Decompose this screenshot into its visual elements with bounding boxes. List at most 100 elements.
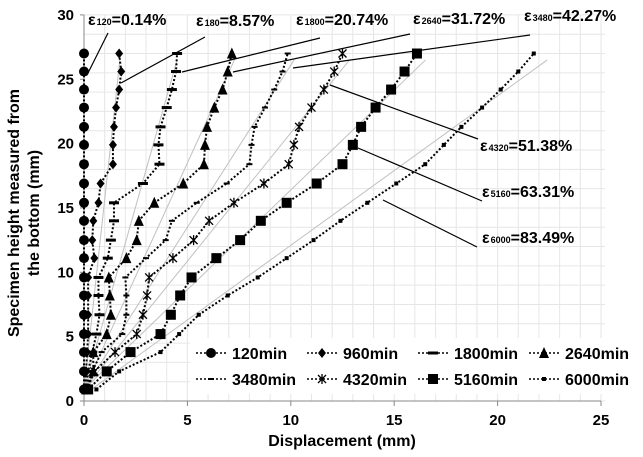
marker-diamond bbox=[84, 329, 93, 340]
marker-square bbox=[386, 84, 397, 95]
marker-asterisk bbox=[189, 235, 199, 246]
marker-diamond bbox=[89, 215, 98, 226]
marker-diamond bbox=[83, 347, 92, 358]
marker-small-dash bbox=[261, 106, 268, 109]
marker-dot bbox=[394, 181, 399, 186]
marker-small-dash bbox=[223, 182, 230, 185]
marker-dot bbox=[338, 218, 343, 223]
legend-label: 1800min bbox=[454, 346, 518, 363]
marker-dot bbox=[542, 377, 546, 381]
strain-value: =8.57% bbox=[220, 13, 275, 30]
marker-asterisk bbox=[204, 215, 214, 226]
marker-diamond bbox=[109, 121, 118, 132]
epsilon-symbol: ε bbox=[482, 184, 490, 201]
marker-dash bbox=[94, 313, 105, 317]
marker-square bbox=[186, 272, 197, 283]
annotation-180: ε180=8.57% bbox=[120, 13, 275, 84]
marker-dot bbox=[225, 293, 230, 298]
y-tick-label: 25 bbox=[57, 71, 74, 88]
marker-asterisk bbox=[329, 66, 339, 77]
marker-circle bbox=[79, 235, 89, 246]
marker-dot bbox=[284, 256, 289, 261]
y-tick-label: 20 bbox=[57, 136, 74, 153]
x-tick-label: 20 bbox=[489, 412, 506, 429]
marker-dash bbox=[171, 70, 182, 74]
leader-line bbox=[329, 84, 479, 140]
marker-dot bbox=[158, 350, 163, 355]
legend-label: 4320min bbox=[343, 372, 407, 389]
marker-diamond bbox=[84, 272, 93, 283]
marker-dot bbox=[365, 200, 370, 205]
epsilon-symbol: ε bbox=[296, 12, 304, 29]
legend-item-5160min: 5160min bbox=[418, 372, 518, 389]
y-tick-label: 30 bbox=[57, 7, 74, 24]
marker-diamond bbox=[84, 309, 93, 320]
series-6000min bbox=[94, 51, 536, 392]
marker-circle bbox=[79, 253, 89, 264]
marker-asterisk bbox=[144, 272, 154, 283]
marker-diamond bbox=[112, 102, 121, 113]
marker-triangle bbox=[101, 328, 112, 340]
marker-triangle bbox=[133, 214, 144, 226]
marker-dot bbox=[311, 238, 316, 243]
marker-square bbox=[311, 178, 322, 189]
marker-dot bbox=[531, 51, 536, 56]
marker-dash bbox=[91, 332, 102, 336]
marker-dash bbox=[105, 238, 116, 242]
marker-triangle bbox=[217, 83, 228, 95]
trend-line bbox=[83, 59, 178, 390]
legend: 120min 960min 1800min 2640min 3480min 4320min… bbox=[190, 338, 636, 394]
leader-line bbox=[87, 32, 109, 74]
marker-small-dash bbox=[162, 239, 169, 242]
leader-line bbox=[292, 34, 531, 69]
marker-triangle bbox=[88, 346, 99, 358]
strain-time-subscript: 1800 bbox=[305, 17, 325, 27]
strain-value: =42.27% bbox=[553, 8, 617, 25]
marker-asterisk bbox=[289, 139, 299, 150]
y-axis-label: Specimen height measured from the bottom… bbox=[6, 89, 43, 337]
trend-line bbox=[83, 59, 295, 390]
annotation-3480: ε3480=42.27% bbox=[292, 8, 617, 69]
legend-item-2640min: 2640min bbox=[529, 346, 629, 363]
series-group bbox=[79, 47, 536, 395]
strain-label: ε6000=83.49% bbox=[482, 230, 574, 247]
x-tick-label: 5 bbox=[183, 412, 191, 429]
marker-dash bbox=[102, 256, 113, 260]
marker-small-dash bbox=[279, 70, 286, 73]
marker-square bbox=[281, 197, 292, 208]
marker-triangle bbox=[539, 347, 549, 358]
marker-dash bbox=[108, 219, 119, 223]
annotation-6000: ε6000=83.49% bbox=[382, 199, 574, 248]
marker-diamond bbox=[90, 253, 99, 264]
epsilon-symbol: ε bbox=[524, 8, 532, 25]
annotations: ε120=0.14% ε180=8.57% ε1800=20.74% ε2640=31… bbox=[87, 8, 617, 248]
marker-circle bbox=[79, 66, 89, 77]
marker-circle bbox=[79, 159, 89, 170]
marker-triangle bbox=[198, 158, 209, 170]
legend-item-4320min: 4320min bbox=[307, 372, 407, 389]
marker-square bbox=[125, 347, 136, 358]
legend-label: 120min bbox=[232, 346, 287, 363]
marker-circle bbox=[79, 215, 89, 226]
marker-diamond bbox=[108, 159, 117, 170]
marker-small-dash bbox=[208, 378, 214, 380]
marker-asterisk bbox=[294, 121, 304, 132]
marker-triangle bbox=[209, 101, 220, 113]
strain-label: ε4320=51.38% bbox=[480, 138, 572, 155]
leader-line bbox=[120, 36, 206, 84]
marker-dot bbox=[117, 369, 122, 374]
strain-time-subscript: 2640 bbox=[422, 16, 442, 26]
marker-asterisk bbox=[142, 290, 152, 301]
marker-circle bbox=[206, 348, 216, 358]
marker-square bbox=[165, 309, 176, 320]
marker-dash bbox=[93, 293, 104, 297]
marker-small-dash bbox=[251, 125, 258, 128]
marker-dash bbox=[137, 181, 148, 185]
marker-diamond bbox=[108, 139, 117, 150]
marker-asterisk bbox=[284, 159, 294, 170]
annotation-120: ε120=0.14% bbox=[87, 12, 166, 74]
marker-square bbox=[347, 139, 358, 150]
marker-square bbox=[399, 66, 410, 77]
leader-line bbox=[357, 147, 483, 202]
